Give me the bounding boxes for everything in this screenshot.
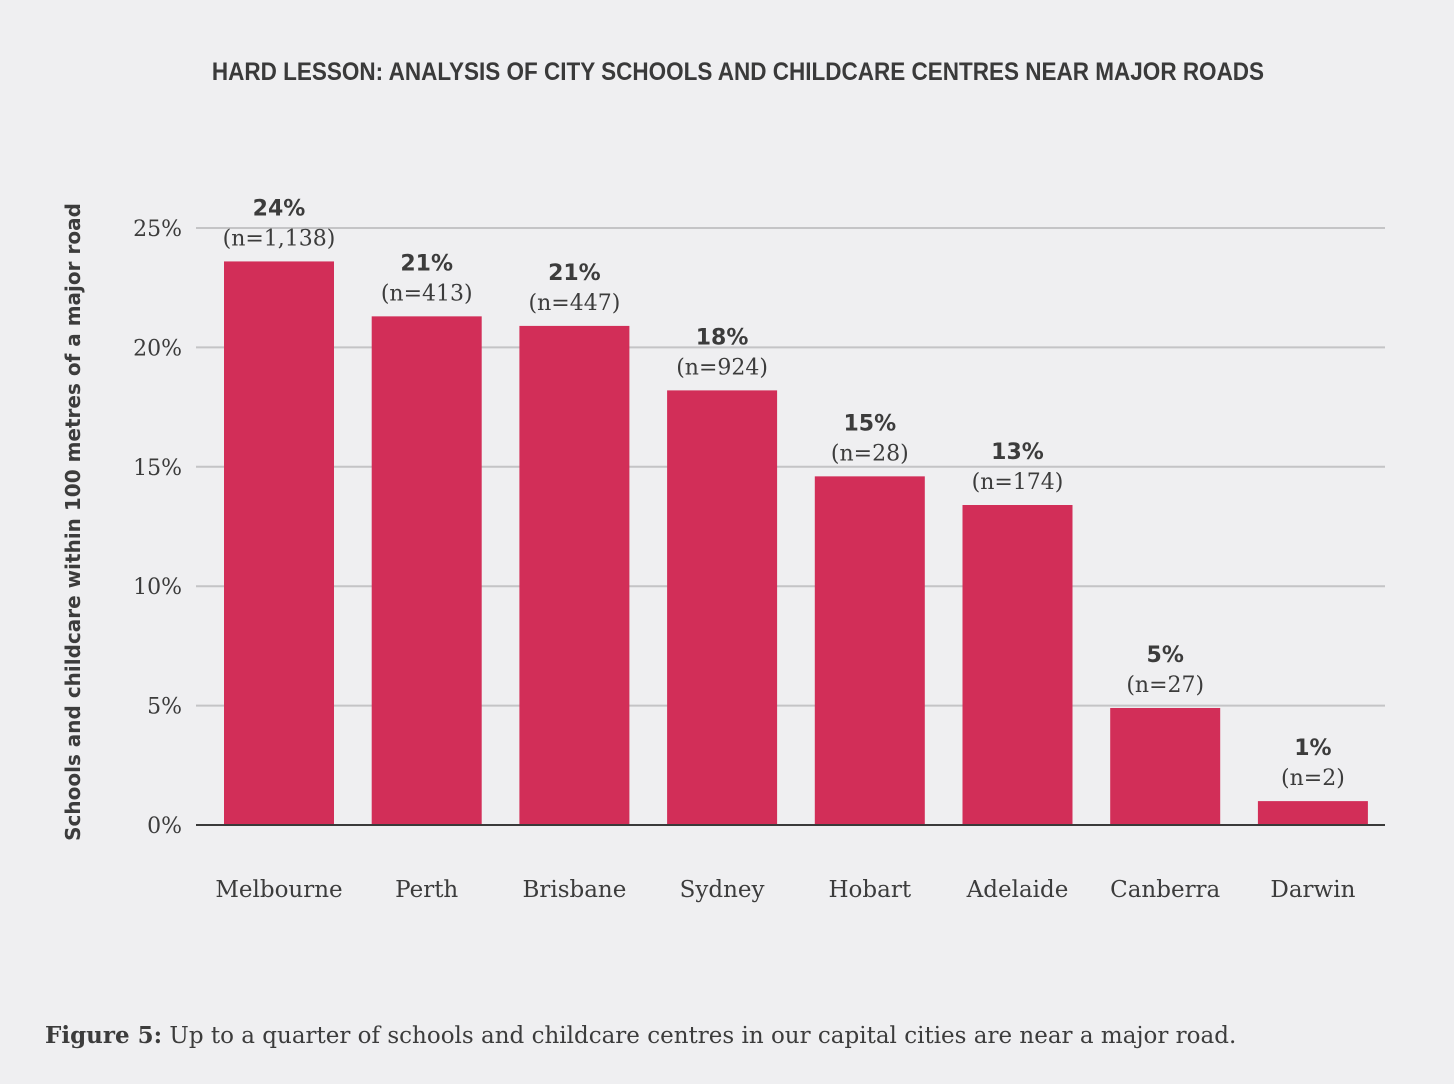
x-tick-label: Hobart bbox=[829, 877, 912, 903]
value-label: 5% bbox=[1147, 643, 1184, 668]
bar-canberra bbox=[1110, 707, 1221, 825]
caption-text: Up to a quarter of schools and childcare… bbox=[162, 1023, 1237, 1049]
chart-title: HARD LESSON: ANALYSIS OF CITY SCHOOLS AN… bbox=[211, 58, 1265, 86]
n-label: (n=2) bbox=[1281, 766, 1345, 791]
x-tick-label: Darwin bbox=[1270, 877, 1355, 903]
bar-sydney bbox=[667, 390, 778, 825]
bar-brisbane bbox=[519, 325, 630, 825]
y-tick-label: 20% bbox=[133, 336, 182, 361]
value-label: 1% bbox=[1294, 736, 1331, 761]
y-tick-label: 25% bbox=[133, 217, 182, 242]
value-label: 18% bbox=[696, 325, 749, 350]
y-tick-label: 15% bbox=[133, 456, 182, 481]
value-label: 24% bbox=[253, 196, 306, 221]
n-label: (n=28) bbox=[831, 441, 909, 466]
x-tick-label: Canberra bbox=[1110, 877, 1220, 903]
value-label: 13% bbox=[991, 440, 1044, 465]
x-tick-label: Sydney bbox=[680, 877, 765, 903]
y-tick-label: 10% bbox=[133, 575, 182, 600]
n-label: (n=174) bbox=[972, 470, 1064, 495]
value-label: 21% bbox=[400, 251, 453, 276]
bar-adelaide bbox=[962, 505, 1073, 825]
value-label: 15% bbox=[843, 411, 896, 436]
x-tick-label: Brisbane bbox=[522, 877, 626, 903]
value-label: 21% bbox=[548, 261, 601, 286]
n-label: (n=924) bbox=[676, 355, 768, 380]
x-tick-label: Adelaide bbox=[966, 877, 1069, 903]
bar-hobart bbox=[814, 476, 925, 825]
figure-caption: Figure 5: Up to a quarter of schools and… bbox=[45, 1022, 1236, 1049]
n-label: (n=447) bbox=[529, 291, 621, 316]
n-label: (n=413) bbox=[381, 281, 473, 306]
caption-label: Figure 5: bbox=[45, 1022, 163, 1049]
n-label: (n=27) bbox=[1126, 673, 1204, 698]
x-tick-label: Melbourne bbox=[215, 877, 342, 903]
bar-darwin bbox=[1257, 801, 1368, 825]
x-tick-label: Perth bbox=[395, 877, 458, 903]
n-label: (n=1,138) bbox=[223, 226, 336, 251]
bar-melbourne bbox=[224, 261, 334, 825]
y-tick-label: 0% bbox=[147, 814, 182, 839]
y-tick-label: 5% bbox=[147, 695, 182, 720]
bar-perth bbox=[371, 316, 482, 825]
